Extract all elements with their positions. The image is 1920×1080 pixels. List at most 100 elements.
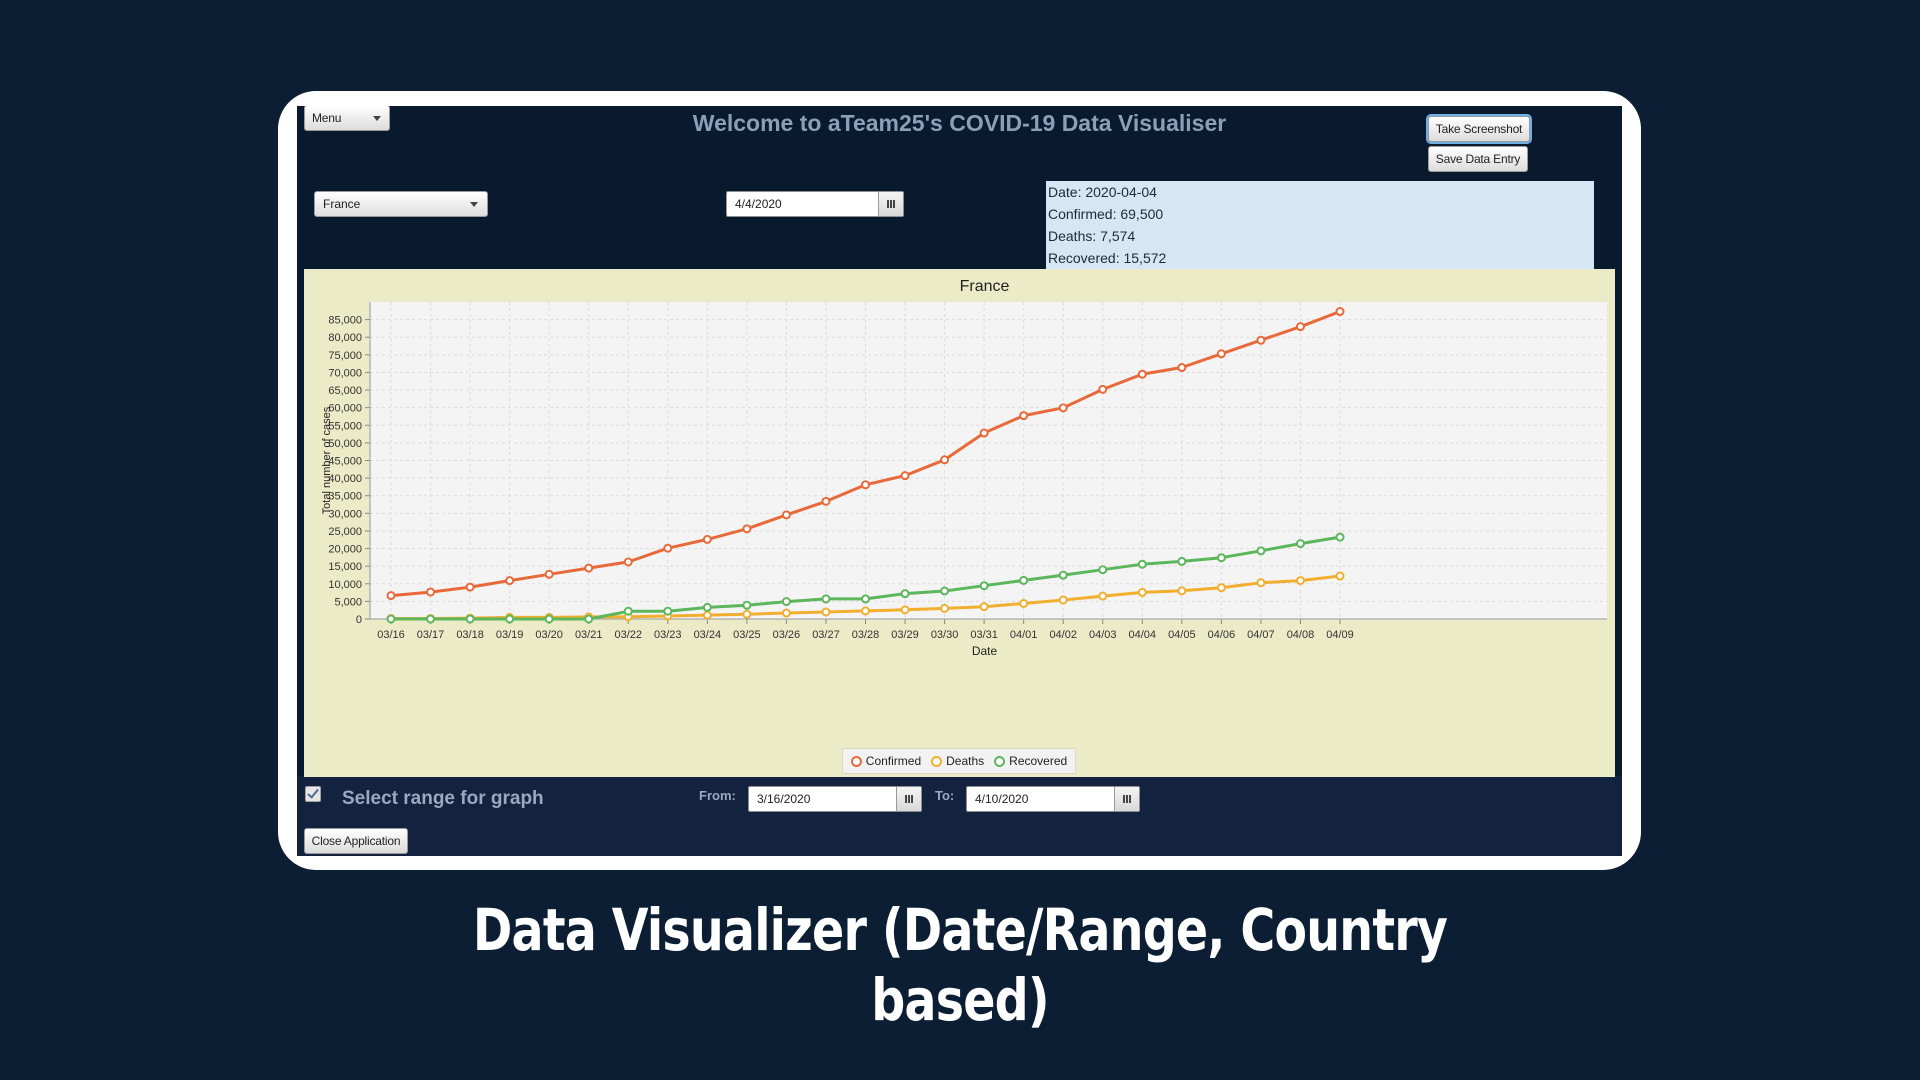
data-point-confirmed [742,524,752,534]
chart-area: 0 5,000 10,000 15,000 20,000 25,000 30,000 35,0… [304,269,1615,777]
data-point-confirmed [1137,369,1147,379]
data-point-deaths [821,607,831,617]
app-window: Menu Welcome to aTeam25's COVID-19 Data … [297,106,1622,856]
x-tick-label: 04/09 [1326,629,1354,641]
calendar-icon [887,200,895,208]
data-point-deaths [702,610,712,620]
chart-title: France [960,278,1010,295]
from-calendar-button[interactable] [896,787,921,811]
data-point-recovered [1216,553,1226,563]
x-tick-label: 04/07 [1247,629,1275,641]
data-point-confirmed [1019,411,1029,421]
y-tick-label: 65,000 [328,385,362,397]
data-point-confirmed [426,587,436,597]
date-picker[interactable]: 4/4/2020 [726,191,904,217]
data-point-deaths [1058,595,1068,605]
data-point-recovered [1177,556,1187,566]
data-point-confirmed [465,582,475,592]
to-date-picker[interactable]: 4/10/2020 [966,786,1140,812]
data-point-deaths [1137,587,1147,597]
data-point-deaths [979,602,989,612]
date-input[interactable]: 4/4/2020 [735,197,782,211]
y-tick-label: 15,000 [328,561,362,573]
data-point-recovered [663,606,673,616]
data-point-recovered [1256,546,1266,556]
x-tick-label: 04/01 [1010,629,1038,641]
y-tick-label: 10,000 [328,579,362,591]
x-tick-label: 04/03 [1089,629,1117,641]
legend-label-deaths: Deaths [946,754,985,768]
data-point-confirmed [584,563,594,573]
x-tick-label: 03/19 [496,629,524,641]
data-point-confirmed [781,510,791,520]
take-screenshot-button[interactable]: Take Screenshot [1428,116,1530,142]
y-tick-label: 60,000 [328,403,362,415]
data-point-deaths [1098,591,1108,601]
country-select[interactable]: France [314,191,488,217]
range-panel [297,776,1622,856]
data-point-recovered [544,614,554,624]
data-point-deaths [1177,586,1187,596]
x-tick-label: 03/28 [852,629,880,641]
data-point-confirmed [1177,363,1187,373]
data-point-confirmed [544,569,554,579]
calendar-button[interactable] [878,192,903,216]
line-chart: 0 5,000 10,000 15,000 20,000 25,000 30,000 35,0… [321,278,1607,658]
data-point-confirmed [505,576,515,586]
info-confirmed: Confirmed: 69,500 [1048,206,1164,222]
to-calendar-button[interactable] [1114,787,1139,811]
y-tick-label: 45,000 [328,456,362,468]
y-tick-label: 25,000 [328,526,362,538]
data-point-recovered [940,586,950,596]
x-tick-label: 03/16 [377,629,405,641]
data-point-deaths [1256,578,1266,588]
x-tick-label: 03/20 [535,629,563,641]
save-data-entry-button[interactable]: Save Data Entry [1428,146,1528,172]
from-date-input[interactable]: 3/16/2020 [757,792,811,806]
from-date-picker[interactable]: 3/16/2020 [748,786,922,812]
menu-label: Menu [312,111,342,125]
data-point-confirmed [623,557,633,567]
y-tick-label: 20,000 [328,544,362,556]
data-point-confirmed [821,496,831,506]
data-point-recovered [1335,532,1345,542]
x-tick-label: 04/02 [1049,629,1077,641]
data-point-recovered [505,614,515,624]
caption-line-2: based) [871,966,1049,1034]
data-point-confirmed [1335,307,1345,317]
data-point-recovered [426,614,436,624]
data-point-deaths [900,605,910,615]
data-point-deaths [742,609,752,619]
legend-marker-recovered [994,756,1006,767]
data-point-recovered [702,602,712,612]
data-point-deaths [1335,571,1345,581]
y-tick-label: 80,000 [328,332,362,344]
y-tick-label: 5,000 [334,596,362,608]
y-tick-label: 75,000 [328,350,362,362]
data-point-deaths [781,608,791,618]
range-checkbox[interactable] [305,786,321,802]
y-axis-label: Total number of cases [321,406,333,514]
data-point-recovered [1295,539,1305,549]
y-tick-label: 70,000 [328,367,362,379]
close-application-button[interactable]: Close Application [304,828,408,854]
data-point-deaths [1019,599,1029,609]
x-tick-label: 03/26 [773,629,801,641]
x-tick-label: 03/29 [891,629,919,641]
caption: Data Visualizer (Date/Range, Country bas… [173,895,1747,1035]
data-point-deaths [861,606,870,616]
data-point-recovered [1019,575,1029,585]
menu-button[interactable]: Menu [304,106,390,131]
data-point-confirmed [979,428,989,438]
to-date-input[interactable]: 4/10/2020 [975,792,1029,806]
y-tick-label: 55,000 [328,420,362,432]
data-point-confirmed [386,591,396,601]
data-point-confirmed [940,455,950,465]
x-tick-label: 03/31 [970,629,998,641]
data-point-recovered [742,600,752,610]
chart-legend: Confirmed Deaths Recovered [842,748,1076,774]
y-tick-label: 85,000 [328,315,362,327]
y-tick-label: 0 [356,614,362,626]
chevron-down-icon [470,202,478,207]
data-point-confirmed [1098,384,1108,394]
